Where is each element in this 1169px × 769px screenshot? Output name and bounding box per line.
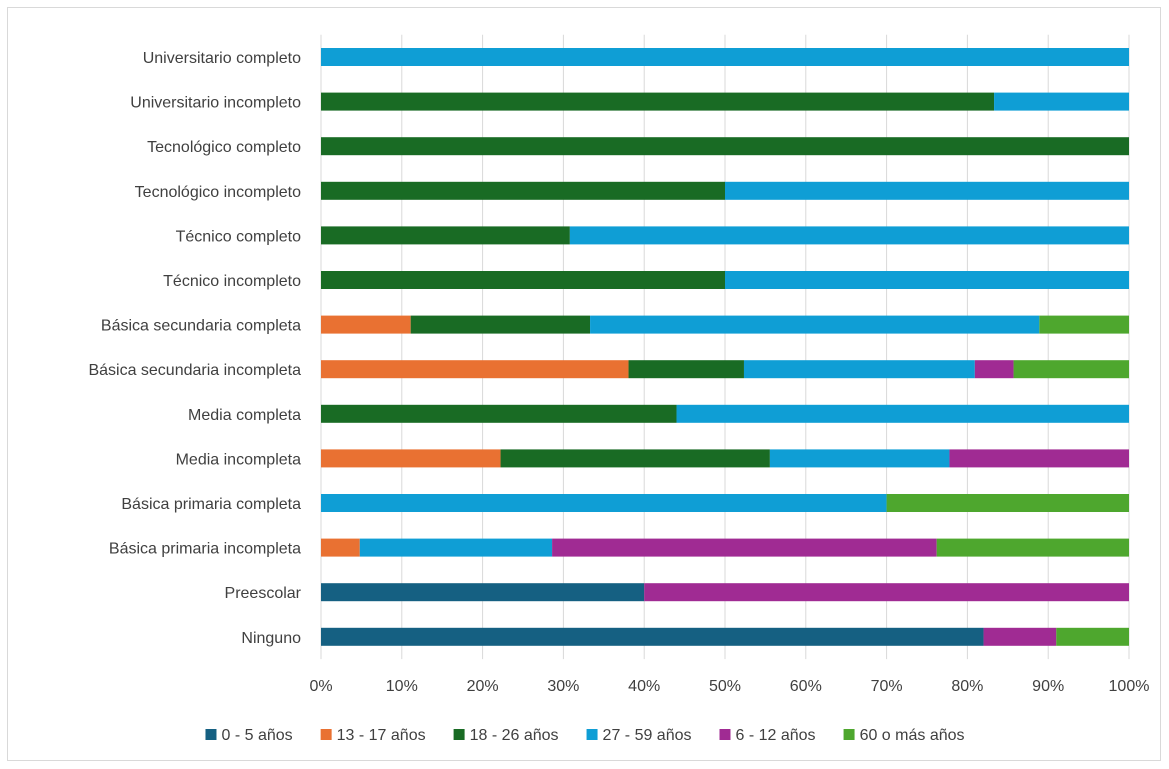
category-labels: Universitario completo Universitario inco…: [88, 50, 301, 647]
bar-segment: [886, 494, 1129, 512]
bar-segment: [321, 449, 501, 468]
category-label: Tecnológico incompleto: [135, 184, 301, 201]
gridlines: [320, 34, 1130, 660]
x-tick-label: 20%: [467, 678, 499, 695]
category-label: Ninguno: [241, 630, 301, 647]
category-label: Tecnológico completo: [147, 139, 301, 156]
legend-label: 18 - 26 años: [470, 727, 559, 744]
bar-segment: [321, 271, 725, 289]
category-label: Básica primaria completa: [121, 496, 301, 513]
bar-segment: [321, 627, 984, 646]
x-tick-label: 90%: [1032, 678, 1064, 695]
bar-segment: [974, 360, 1014, 379]
bar-segment: [936, 538, 1129, 557]
bar-segment: [1013, 360, 1129, 379]
x-tick-label: 30%: [547, 678, 579, 695]
x-tick-label: 60%: [790, 678, 822, 695]
legend: 0 - 5 años 13 - 17 años 18 - 26 años 27 - 5…: [205, 727, 965, 744]
x-tick-label: 50%: [709, 678, 741, 695]
bar-segment: [321, 538, 360, 557]
category-label: Básica secundaria incompleta: [88, 362, 301, 379]
bar-segment: [321, 315, 411, 334]
bar-segment: [644, 583, 1129, 602]
bar-segment: [321, 360, 629, 379]
x-tick-label: 0%: [309, 678, 332, 695]
x-tick-label: 80%: [951, 678, 983, 695]
bar-segment: [1039, 315, 1129, 334]
bar-segment: [359, 538, 553, 557]
category-label: Técnico incompleto: [163, 273, 301, 290]
category-label: Universitario completo: [143, 50, 301, 67]
bar-segment: [321, 583, 645, 602]
bar-segment: [552, 538, 937, 557]
bar-segment: [1056, 627, 1129, 646]
bar-segment: [743, 360, 975, 379]
legend-swatch: [586, 729, 598, 740]
category-label: Universitario incompleto: [130, 95, 301, 112]
legend-swatch: [205, 729, 217, 740]
category-label: Preescolar: [225, 585, 302, 602]
category-label: Técnico completo: [176, 228, 301, 245]
x-tick-label: 70%: [871, 678, 903, 695]
legend-swatch: [453, 729, 465, 740]
legend-label: 27 - 59 años: [603, 727, 692, 744]
bar-segment: [725, 271, 1129, 289]
bar-segment: [321, 226, 570, 245]
bar-segment: [676, 404, 1129, 423]
bar-segment: [321, 92, 995, 111]
bar-segment: [410, 315, 591, 334]
x-tick-label: 10%: [386, 678, 418, 695]
bar-segment: [994, 92, 1129, 111]
bar-segment: [949, 449, 1129, 468]
bar-segment: [321, 48, 1129, 66]
category-label: Básica secundaria completa: [101, 318, 301, 335]
bar-segment: [628, 360, 744, 379]
x-tick-label: 40%: [628, 678, 660, 695]
legend-swatch: [320, 729, 332, 740]
bar-segment: [321, 137, 1129, 156]
category-label: Básica primaria incompleta: [109, 541, 301, 558]
bar-segment: [500, 449, 770, 468]
bars: [321, 48, 1129, 646]
legend-label: 13 - 17 años: [337, 727, 426, 744]
bar-segment: [590, 315, 1040, 334]
legend-label: 0 - 5 años: [221, 727, 292, 744]
legend-label: 6 - 12 años: [736, 727, 816, 744]
legend-swatch: [719, 729, 731, 740]
legend-label: 60 o más años: [860, 727, 965, 744]
bar-segment: [569, 226, 1129, 245]
bar-segment: [321, 494, 887, 512]
legend-swatch: [843, 729, 855, 740]
x-tick-label: 100%: [1109, 678, 1150, 695]
bar-segment: [321, 404, 677, 423]
category-label: Media completa: [188, 407, 301, 424]
category-label: Media incompleta: [176, 451, 302, 468]
bar-segment: [321, 181, 725, 200]
x-tick-labels: 0% 10% 20% 30% 40% 50% 60% 70% 80% 90% 100%: [309, 678, 1149, 695]
stacked-bar-chart: Universitario completo Universitario inco…: [88, 34, 1149, 744]
chart-frame: Universitario completo Universitario inco…: [7, 7, 1161, 761]
bar-segment: [983, 627, 1057, 646]
bar-segment: [725, 181, 1129, 200]
bar-segment: [769, 449, 950, 468]
